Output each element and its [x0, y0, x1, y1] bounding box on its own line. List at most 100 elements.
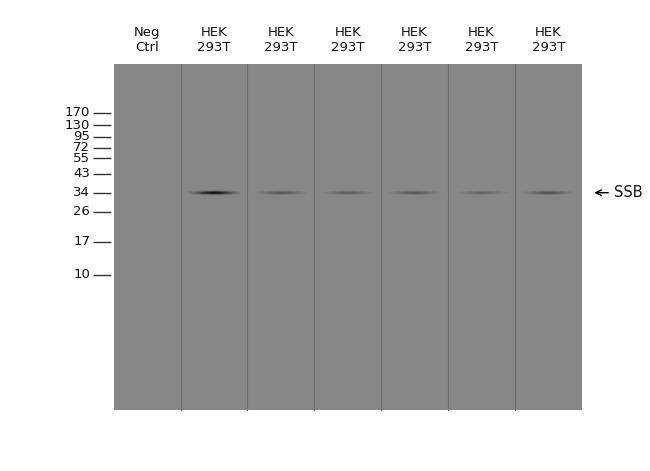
Bar [337, 190, 338, 191]
Bar [295, 193, 296, 194]
Bar [360, 195, 361, 196]
Bar [276, 194, 277, 195]
Bar [462, 192, 463, 193]
Bar [373, 193, 374, 194]
Bar [192, 191, 193, 192]
Bar [436, 190, 437, 191]
Bar [304, 190, 305, 191]
Bar [505, 194, 506, 195]
Bar [290, 190, 291, 191]
Bar [296, 193, 297, 194]
Bar [270, 191, 271, 192]
Bar [401, 193, 402, 194]
Bar [499, 190, 500, 191]
Bar [463, 191, 464, 192]
Bar [334, 193, 335, 194]
Bar [290, 191, 291, 192]
Bar [276, 192, 277, 193]
Bar [412, 195, 413, 196]
Bar [213, 195, 214, 196]
Bar [402, 190, 403, 191]
Bar [422, 192, 423, 193]
Bar [433, 191, 434, 192]
Bar [355, 192, 356, 193]
Bar [482, 194, 483, 195]
Bar [440, 192, 441, 193]
Bar [221, 193, 222, 194]
Bar [559, 195, 560, 196]
Bar [348, 194, 349, 195]
Bar [538, 193, 539, 194]
Bar [298, 190, 299, 191]
Bar [324, 194, 325, 195]
Bar [227, 190, 228, 191]
Bar [335, 194, 336, 195]
Bar [223, 195, 224, 196]
Bar [483, 190, 484, 191]
Bar [548, 192, 549, 193]
Bar [496, 194, 497, 195]
Bar [413, 192, 414, 193]
Bar [548, 194, 549, 195]
Bar [198, 191, 199, 192]
Bar [352, 191, 353, 192]
Bar [551, 194, 552, 195]
Bar [476, 192, 477, 193]
Bar [457, 194, 458, 195]
Bar [257, 192, 258, 193]
Bar [477, 193, 478, 194]
Bar [549, 193, 550, 194]
Bar [214, 192, 215, 193]
Bar [276, 191, 277, 192]
Text: 43: 43 [73, 167, 90, 180]
Bar [274, 193, 276, 194]
Bar [473, 195, 474, 196]
Bar [337, 192, 338, 193]
Bar [392, 193, 393, 194]
Bar [340, 192, 341, 193]
Bar [535, 194, 536, 195]
Bar [559, 193, 560, 194]
Bar [189, 190, 190, 191]
Bar [258, 194, 259, 195]
Bar [223, 190, 224, 191]
Bar [219, 191, 220, 192]
Bar [496, 192, 497, 193]
Bar [366, 192, 367, 193]
Bar [570, 192, 571, 193]
Bar [403, 194, 404, 195]
Bar [355, 190, 356, 191]
Bar [539, 190, 540, 191]
Bar [334, 191, 335, 192]
Bar [391, 190, 392, 191]
Bar [486, 192, 487, 193]
Bar [342, 194, 343, 195]
Bar [361, 190, 362, 191]
Bar [370, 190, 371, 191]
Bar [326, 194, 327, 195]
Bar [419, 194, 420, 195]
Bar [557, 194, 558, 195]
Bar [523, 194, 525, 195]
Bar [554, 190, 555, 191]
Bar [259, 195, 260, 196]
Bar [429, 192, 430, 193]
Bar [306, 194, 307, 195]
Bar [264, 191, 265, 192]
Bar [235, 194, 236, 195]
Bar [237, 195, 238, 196]
Bar [504, 192, 505, 193]
Bar [525, 194, 526, 195]
Bar [285, 194, 286, 195]
Bar [264, 195, 265, 196]
Bar [416, 194, 417, 195]
Bar [523, 192, 525, 193]
Bar [429, 194, 430, 195]
Bar [476, 191, 477, 192]
Bar [500, 192, 501, 193]
Bar [349, 190, 350, 191]
Bar [549, 191, 550, 192]
Bar [408, 194, 409, 195]
Bar [356, 191, 357, 192]
Bar [364, 190, 365, 191]
